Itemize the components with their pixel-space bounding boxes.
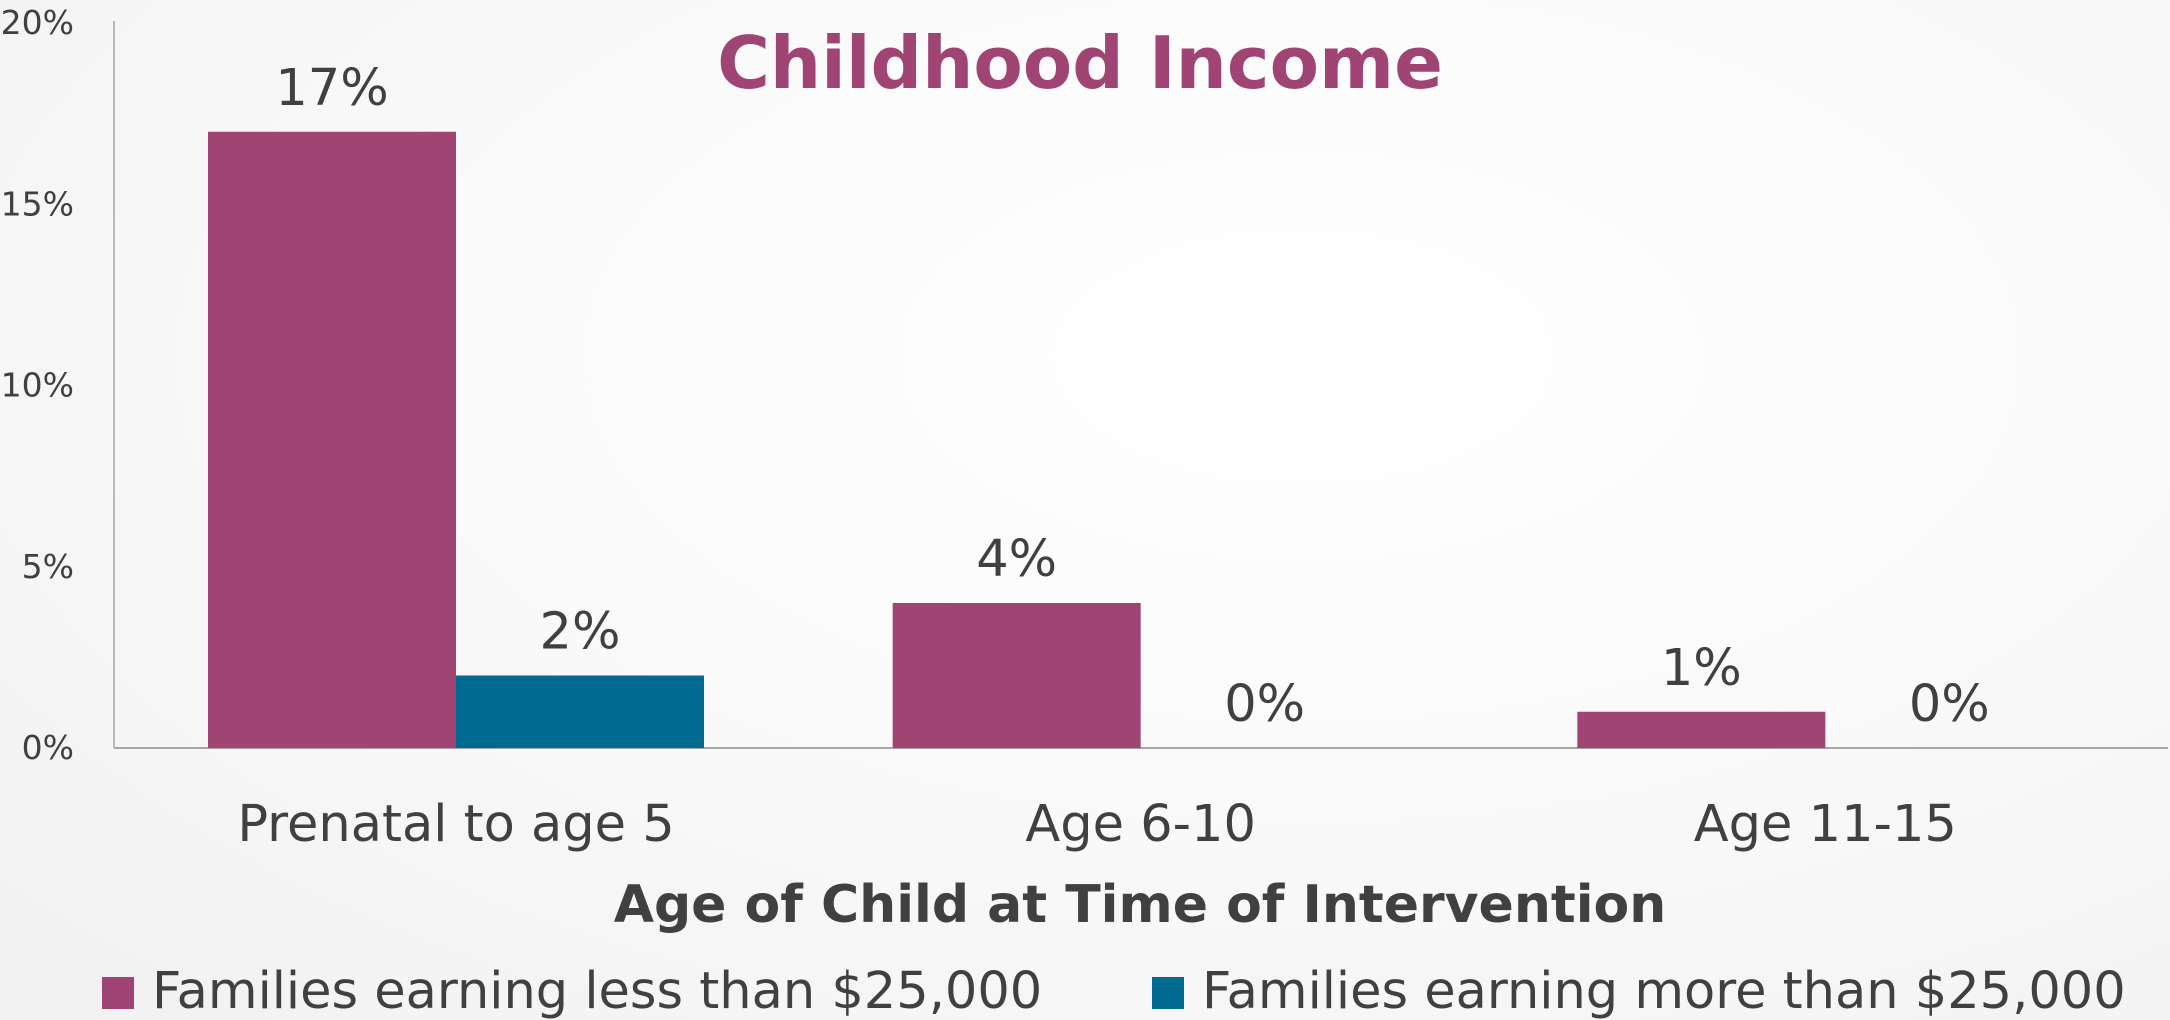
category-labels: Prenatal to age 5 Age 6-10 Age 11-15 [237, 795, 1957, 854]
legend: Families earning less than $25,000 Famili… [102, 962, 2126, 1020]
bar [456, 675, 704, 748]
data-label: 0% [1224, 675, 1305, 734]
y-tick-label: 15% [1, 184, 74, 223]
legend-swatch [1152, 977, 1184, 1009]
data-label: 2% [540, 603, 621, 662]
y-tick-label: 20% [1, 3, 74, 42]
data-label: 1% [1661, 639, 1742, 698]
y-tick-label: 10% [1, 366, 74, 405]
chart-title: Childhood Income [717, 21, 1443, 105]
data-label: 0% [1909, 675, 1990, 734]
legend-label: Families earning less than $25,000 [152, 962, 1042, 1020]
x-axis-title: Age of Child at Time of Intervention [614, 875, 1667, 935]
bar [208, 131, 456, 748]
y-tick-label: 0% [22, 728, 74, 767]
data-label: 17% [275, 59, 388, 118]
legend-label: Families earning more than $25,000 [1202, 962, 2126, 1020]
legend-swatch [102, 977, 134, 1009]
bars [208, 131, 1826, 748]
x-tick-label: Age 11-15 [1694, 795, 1957, 854]
x-tick-label: Prenatal to age 5 [237, 795, 674, 854]
bar [892, 603, 1141, 748]
data-label: 4% [976, 530, 1057, 589]
x-tick-label: Age 6-10 [1025, 795, 1256, 854]
data-labels: 17% 2% 4% 0% 1% 0% [275, 59, 1989, 734]
y-tick-label: 5% [22, 547, 74, 586]
bar [1577, 711, 1826, 748]
